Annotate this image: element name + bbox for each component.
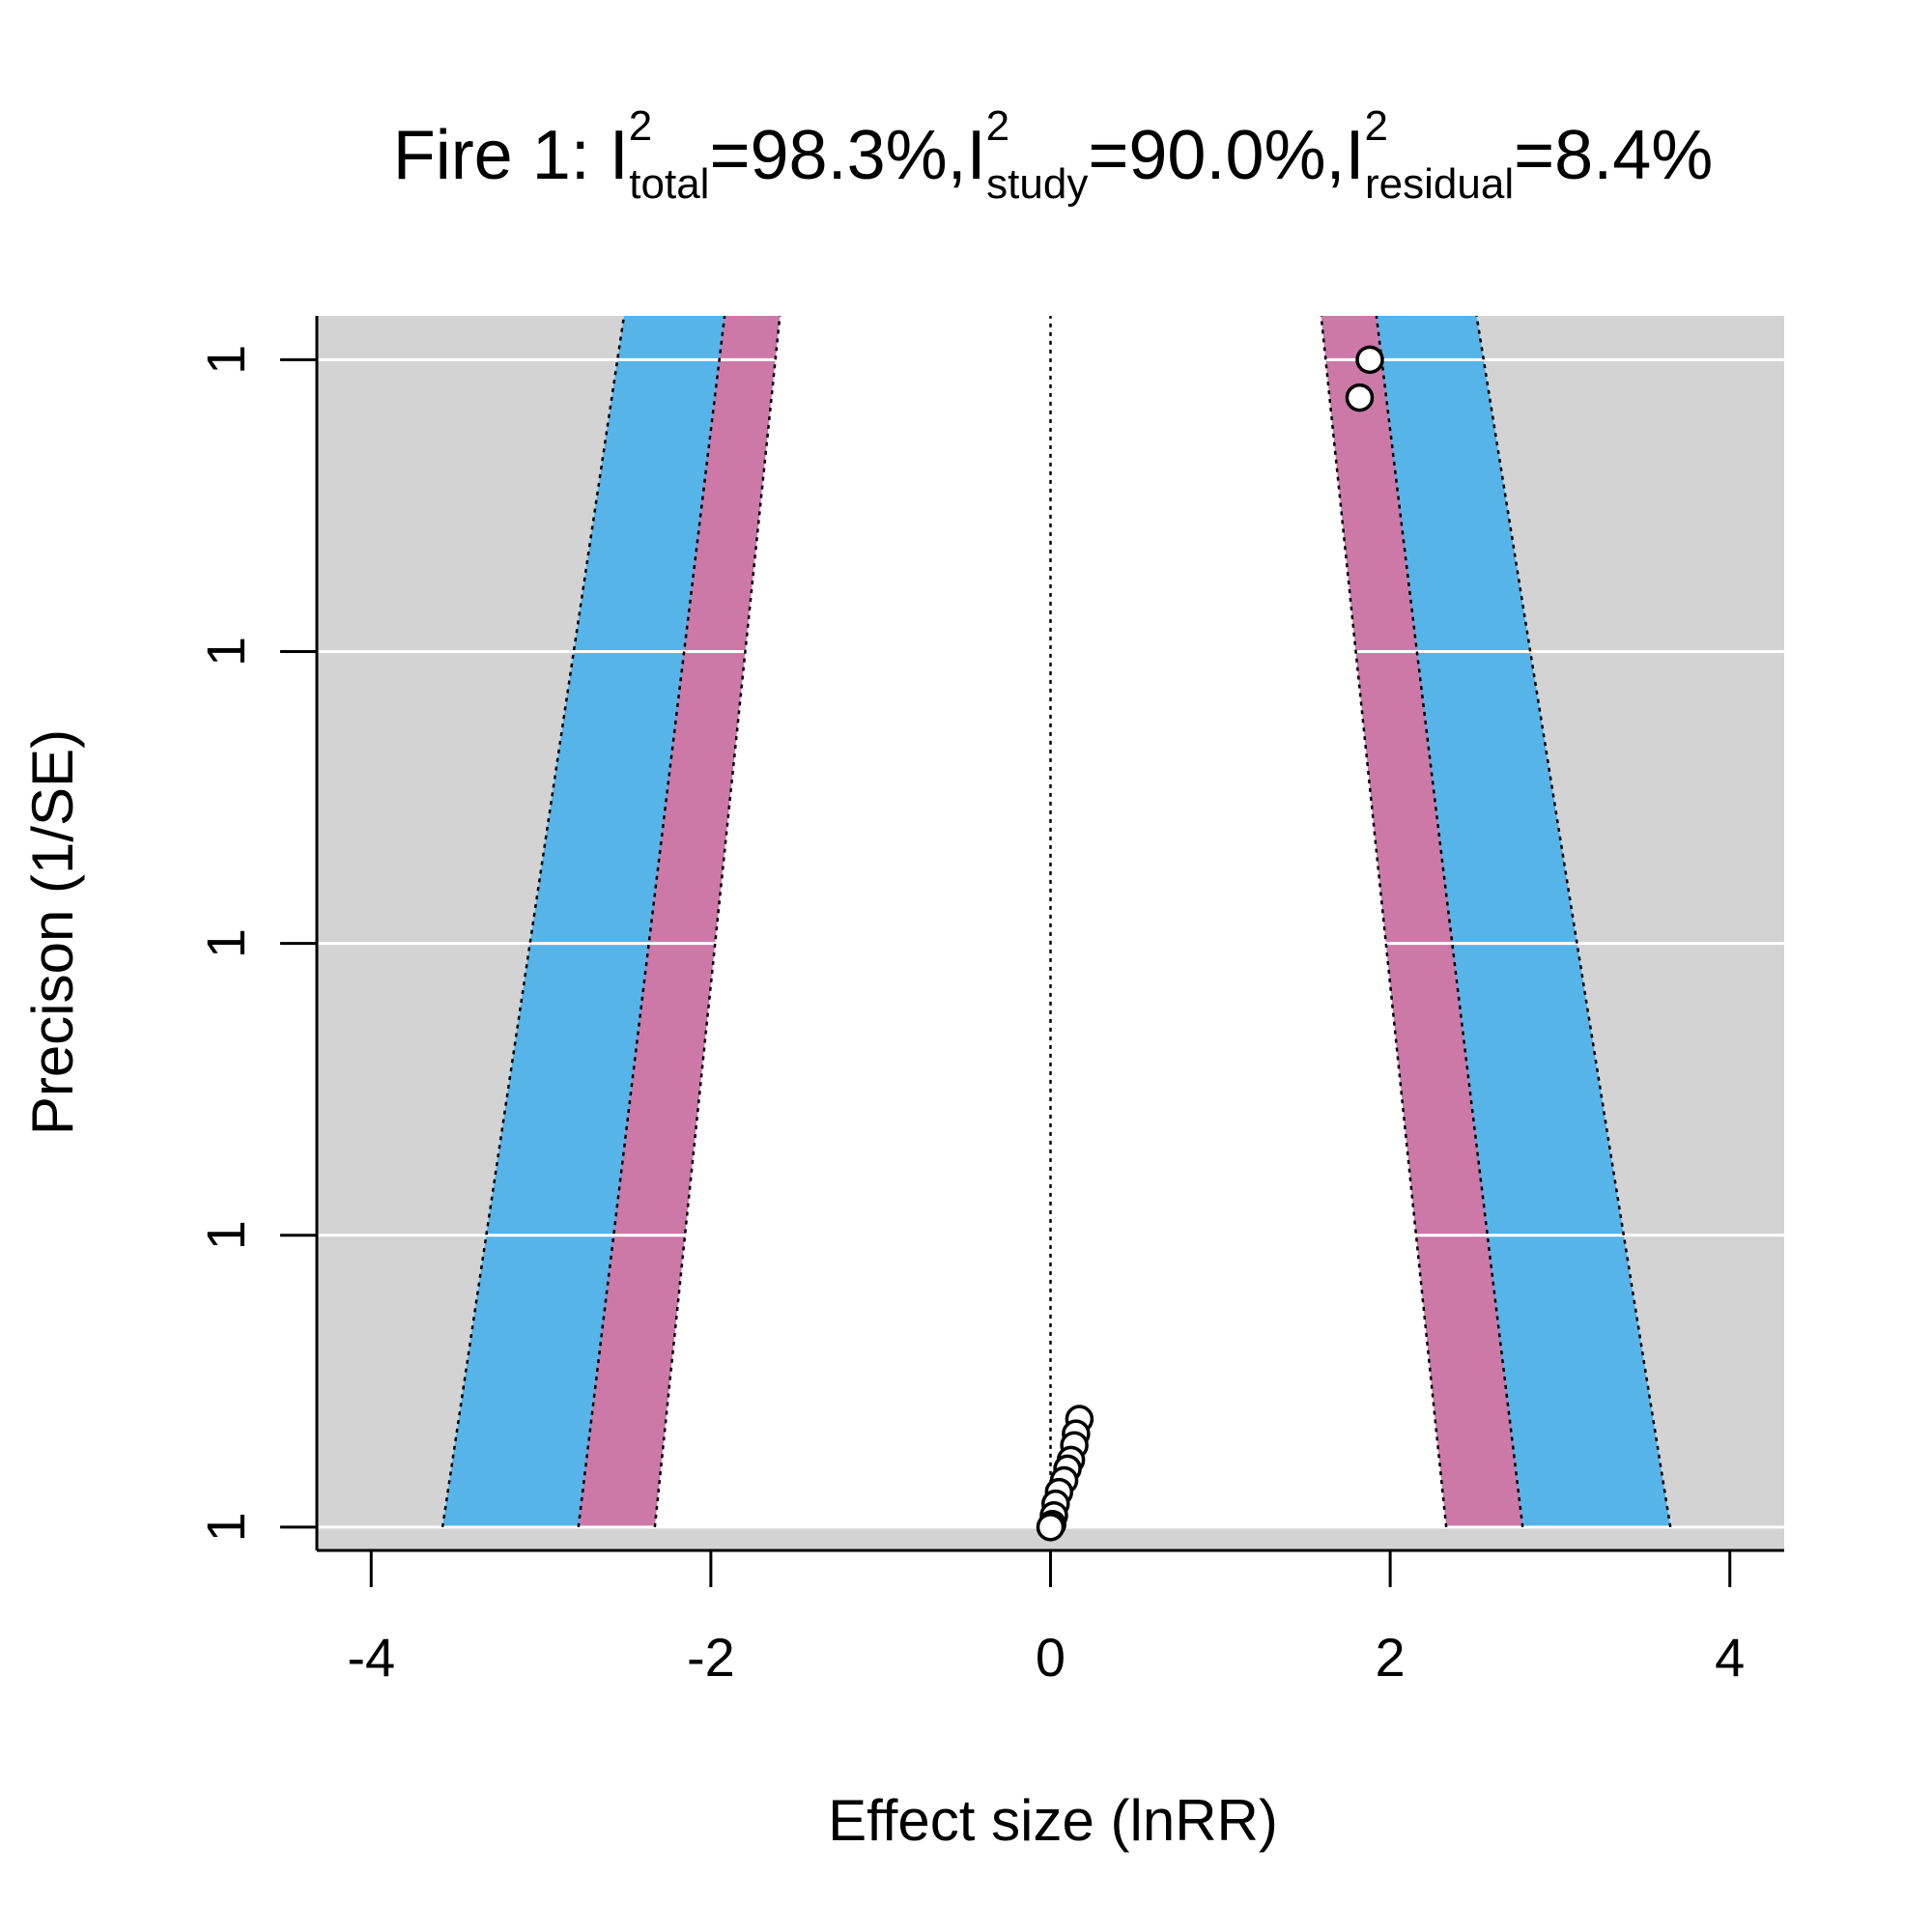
contour-boundary-inner-right — [1320, 315, 1448, 1527]
title-value: =90.0%, — [1088, 117, 1345, 194]
title-prefix: Fire 1: — [393, 117, 610, 194]
title-subscript: residual — [1365, 160, 1514, 208]
contour-boundary-outer-left — [440, 315, 626, 1528]
x-tick-label: -4 — [347, 1627, 395, 1688]
title-text: Fire 1: I2 total=98.3%,I2 study=90.0%,I2 re… — [393, 102, 1714, 208]
y-tick-label: 1 — [195, 1220, 256, 1250]
plot-area — [317, 315, 1784, 1550]
title-value: =8.4% — [1514, 117, 1713, 194]
y-tick-label: 1 — [195, 1512, 256, 1542]
title-i-symbol: I — [967, 117, 986, 194]
title-superscript: 2 — [629, 102, 652, 150]
contour-boundary-middle-right — [1375, 315, 1524, 1527]
title-subscript: study — [986, 160, 1088, 208]
data-point — [1036, 1513, 1065, 1542]
y-tick-label: 1 — [195, 345, 256, 375]
contour-band-inner — [654, 316, 1447, 1527]
x-tick-label: 4 — [1715, 1627, 1745, 1688]
x-tick-label: 0 — [1036, 1627, 1065, 1688]
title-i-symbol: I — [610, 117, 629, 194]
title-superscript: 2 — [1365, 102, 1388, 150]
x-tick-label: 2 — [1376, 1627, 1406, 1688]
y-tick-label: 1 — [195, 637, 256, 667]
data-point — [1345, 383, 1375, 412]
x-axis-label: Effect size (lnRR) — [828, 1788, 1278, 1853]
axes: -4 -2 0 2 4 1 1 1 1 1 — [195, 316, 1784, 1688]
data-point — [1355, 345, 1384, 375]
title-value: =98.3%, — [709, 117, 966, 194]
contour-boundary-middle-left — [577, 315, 726, 1527]
chart-title: Fire 1: I2 total=98.3%,I2 study=90.0%,I2 re… — [393, 102, 1714, 208]
title-subscript: total — [629, 160, 709, 208]
contour-boundary-inner-left — [653, 315, 781, 1527]
y-axis-label: Precison (1/SE) — [20, 729, 85, 1135]
y-tick-label: 1 — [195, 928, 256, 958]
title-superscript: 2 — [986, 102, 1009, 150]
title-i-symbol: I — [1346, 117, 1365, 194]
x-tick-label: -2 — [687, 1627, 735, 1688]
